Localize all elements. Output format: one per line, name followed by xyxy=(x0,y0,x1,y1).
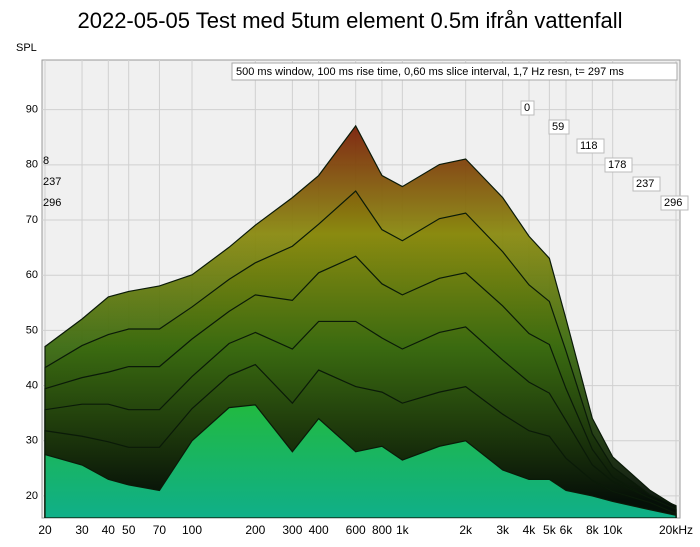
slice-label: 0 xyxy=(524,102,530,114)
y-tick-label: 40 xyxy=(26,379,38,391)
chart-title: 2022-05-05 Test med 5tum element 0.5m if… xyxy=(77,8,622,33)
x-tick-label: 600 xyxy=(346,523,366,537)
slice-label: 59 xyxy=(552,121,564,133)
slice-label: 8 xyxy=(43,155,49,167)
x-tick-label: 20kHz xyxy=(659,523,693,537)
x-tick-label: 5k xyxy=(543,523,557,537)
slice-label: 178 xyxy=(608,159,626,171)
slice-label: 237 xyxy=(636,178,654,190)
x-tick-label: 20 xyxy=(38,523,52,537)
slice-label: 296 xyxy=(664,197,682,209)
x-tick-label: 8k xyxy=(586,523,600,537)
x-tick-label: 6k xyxy=(560,523,574,537)
x-tick-label: 300 xyxy=(282,523,302,537)
x-tick-label: 70 xyxy=(153,523,167,537)
waterfall-slice xyxy=(44,404,677,518)
x-tick-label: 30 xyxy=(75,523,89,537)
slice-label: 296 xyxy=(43,197,61,209)
slice-label-box xyxy=(660,195,689,211)
y-tick-label: 80 xyxy=(26,159,38,171)
x-tick-label: 4k xyxy=(523,523,537,537)
slice-label: 237 xyxy=(43,176,61,188)
y-tick-label: 30 xyxy=(26,435,38,447)
slice-label-box xyxy=(548,119,570,135)
slice-label-box xyxy=(604,157,633,173)
slice-label: 118 xyxy=(580,140,598,152)
x-tick-label: 800 xyxy=(372,523,392,537)
x-tick-label: 2k xyxy=(459,523,473,537)
y-axis-label: SPL xyxy=(16,42,37,54)
info-text: 500 ms window, 100 ms rise time, 0,60 ms… xyxy=(236,66,624,78)
x-tick-label: 3k xyxy=(496,523,510,537)
y-tick-label: 60 xyxy=(26,269,38,281)
y-tick-label: 70 xyxy=(26,214,38,226)
x-tick-label: 10k xyxy=(603,523,623,537)
x-tick-label: 40 xyxy=(102,523,116,537)
slice-label-box xyxy=(576,138,605,154)
y-tick-label: 50 xyxy=(26,324,38,336)
y-tick-label: 20 xyxy=(26,490,38,502)
slice-label-box xyxy=(520,100,535,116)
info-box xyxy=(231,62,678,81)
x-tick-label: 200 xyxy=(245,523,265,537)
y-tick-label: 90 xyxy=(26,104,38,116)
x-tick-label: 400 xyxy=(309,523,329,537)
x-tick-label: 1k xyxy=(396,523,410,537)
x-tick-label: 100 xyxy=(182,523,202,537)
x-tick-label: 50 xyxy=(122,523,136,537)
slice-label-box xyxy=(632,176,661,192)
